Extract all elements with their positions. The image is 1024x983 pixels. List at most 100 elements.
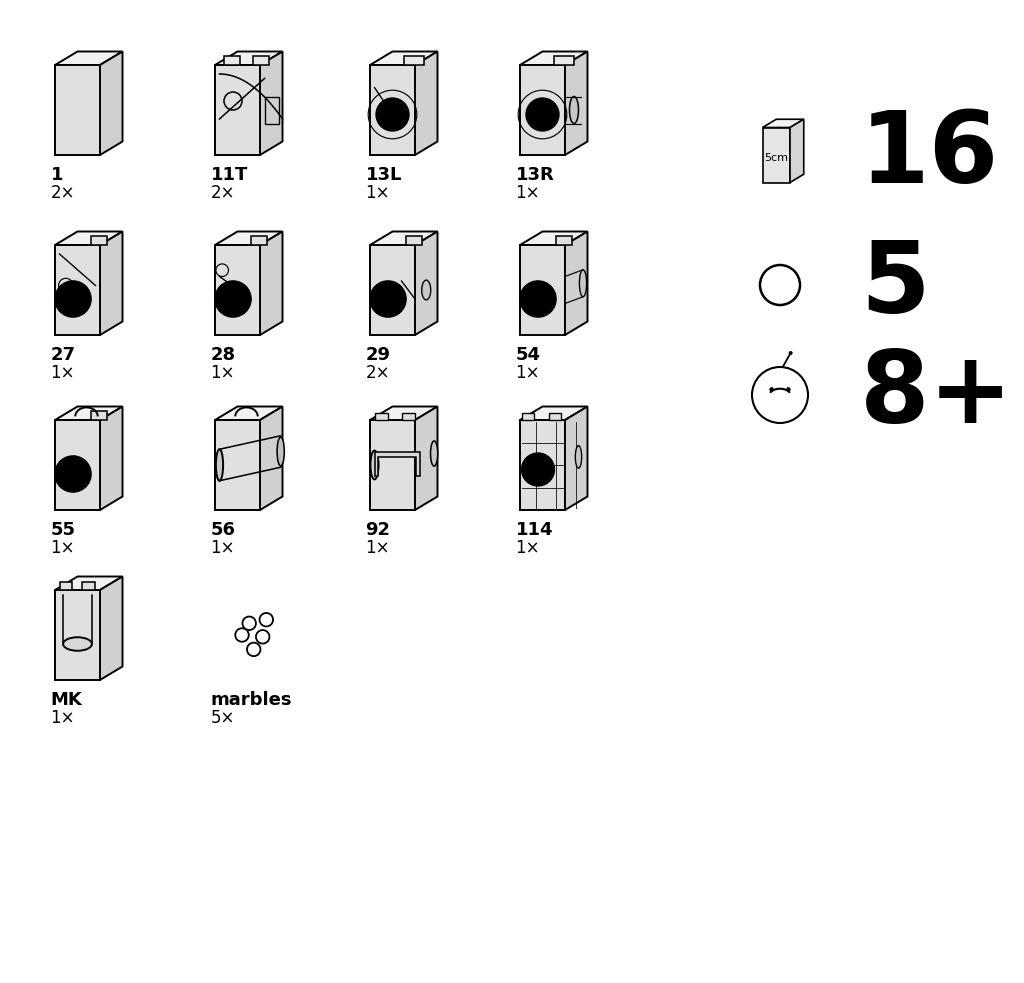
Text: 8+: 8+ (860, 346, 1014, 443)
Text: 2×: 2× (211, 184, 234, 202)
Polygon shape (520, 65, 565, 155)
Polygon shape (215, 51, 283, 65)
Ellipse shape (580, 269, 587, 297)
Circle shape (55, 281, 91, 317)
Polygon shape (260, 51, 283, 155)
Text: 27: 27 (50, 346, 76, 364)
Polygon shape (415, 407, 437, 510)
Polygon shape (55, 590, 100, 680)
Circle shape (371, 281, 406, 317)
Polygon shape (215, 407, 283, 420)
Polygon shape (55, 51, 123, 65)
Polygon shape (215, 65, 260, 155)
Text: 1×: 1× (211, 539, 234, 556)
FancyBboxPatch shape (224, 56, 241, 65)
Ellipse shape (575, 445, 582, 468)
Polygon shape (100, 51, 123, 155)
FancyBboxPatch shape (91, 411, 108, 420)
FancyBboxPatch shape (264, 96, 279, 124)
Polygon shape (520, 407, 588, 420)
Polygon shape (260, 407, 283, 510)
FancyBboxPatch shape (404, 56, 424, 65)
Polygon shape (370, 420, 415, 510)
Polygon shape (100, 407, 123, 510)
Text: 13R: 13R (515, 166, 554, 184)
Text: 55: 55 (50, 521, 76, 539)
Text: 1×: 1× (515, 184, 540, 202)
Polygon shape (763, 128, 790, 183)
Polygon shape (215, 245, 260, 335)
Polygon shape (565, 407, 588, 510)
FancyBboxPatch shape (59, 582, 72, 590)
Text: 1×: 1× (515, 539, 540, 556)
Circle shape (520, 281, 556, 317)
Ellipse shape (422, 280, 431, 300)
Text: 1: 1 (50, 166, 63, 184)
Polygon shape (100, 232, 123, 335)
Polygon shape (215, 232, 283, 245)
Polygon shape (790, 119, 804, 183)
Circle shape (526, 98, 559, 131)
Polygon shape (370, 245, 415, 335)
Polygon shape (520, 51, 588, 65)
Polygon shape (55, 65, 100, 155)
Polygon shape (370, 407, 437, 420)
FancyBboxPatch shape (82, 582, 94, 590)
FancyBboxPatch shape (556, 236, 572, 245)
Circle shape (376, 98, 409, 131)
Polygon shape (763, 119, 804, 128)
Ellipse shape (278, 437, 285, 466)
Polygon shape (370, 65, 415, 155)
Circle shape (788, 351, 793, 355)
Text: 1×: 1× (50, 709, 75, 726)
Text: 5cm: 5cm (764, 152, 788, 163)
Text: 13L: 13L (366, 166, 401, 184)
FancyBboxPatch shape (91, 236, 108, 245)
Circle shape (215, 281, 251, 317)
Circle shape (55, 456, 91, 492)
Polygon shape (415, 232, 437, 335)
Ellipse shape (569, 96, 579, 124)
Polygon shape (370, 232, 437, 245)
FancyBboxPatch shape (253, 56, 269, 65)
FancyBboxPatch shape (549, 413, 561, 420)
Text: 1×: 1× (50, 364, 75, 381)
Circle shape (786, 387, 791, 391)
FancyBboxPatch shape (375, 413, 388, 420)
Text: MK: MK (50, 691, 82, 709)
Text: 28: 28 (211, 346, 236, 364)
Ellipse shape (63, 637, 92, 651)
Ellipse shape (371, 450, 379, 480)
FancyBboxPatch shape (522, 413, 535, 420)
Circle shape (769, 387, 774, 391)
Text: 1×: 1× (515, 364, 540, 381)
Text: 54: 54 (515, 346, 541, 364)
Text: 29: 29 (366, 346, 390, 364)
Polygon shape (520, 245, 565, 335)
Polygon shape (260, 232, 283, 335)
FancyBboxPatch shape (401, 413, 415, 420)
Polygon shape (215, 420, 260, 510)
Polygon shape (55, 245, 100, 335)
Text: 16: 16 (860, 106, 999, 203)
Text: 2×: 2× (50, 184, 75, 202)
Circle shape (522, 453, 554, 486)
Text: 5×: 5× (211, 709, 234, 726)
FancyBboxPatch shape (406, 236, 422, 245)
Text: 56: 56 (211, 521, 236, 539)
Ellipse shape (216, 449, 223, 481)
Polygon shape (55, 420, 100, 510)
Text: 92: 92 (366, 521, 390, 539)
Polygon shape (565, 232, 588, 335)
Polygon shape (370, 51, 437, 65)
Text: 2×: 2× (366, 364, 390, 381)
Text: 1×: 1× (366, 184, 390, 202)
Polygon shape (55, 576, 123, 590)
Ellipse shape (430, 441, 437, 466)
Polygon shape (520, 420, 565, 510)
Polygon shape (520, 232, 588, 245)
Polygon shape (55, 232, 123, 245)
FancyBboxPatch shape (251, 236, 267, 245)
FancyBboxPatch shape (554, 56, 574, 65)
Text: 114: 114 (515, 521, 553, 539)
